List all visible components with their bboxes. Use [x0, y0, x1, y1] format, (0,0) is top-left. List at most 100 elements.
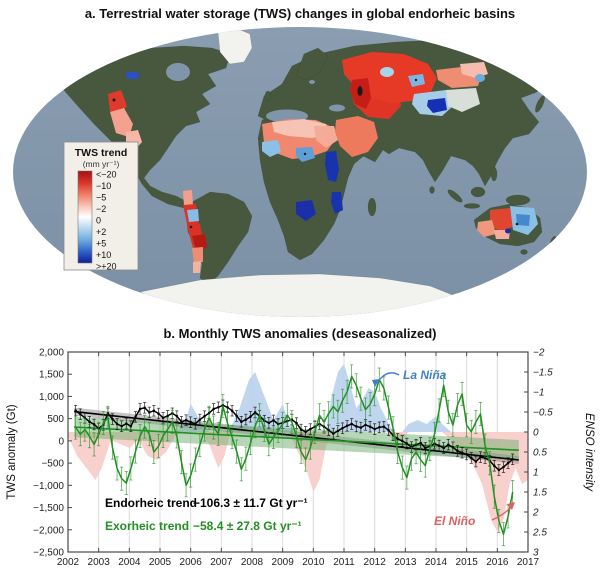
x-tick-label: 2009: [272, 557, 295, 568]
legend-box: [63, 141, 139, 271]
y-left-tick-label: −500: [41, 459, 64, 470]
x-tick-label: 2014: [425, 557, 448, 568]
legend-label: −2: [96, 204, 106, 214]
basin-australia-salmon: [477, 220, 496, 237]
y-right-tick-label: 2.5: [532, 528, 547, 539]
black-sea: [329, 104, 345, 112]
x-tick-label: 2017: [517, 557, 540, 568]
land-philippines: [490, 166, 498, 182]
basin-tibet-darkblue: [427, 98, 447, 113]
legend-colorbar: [77, 170, 93, 264]
panel-a-title: a. Terrestrial water storage (TWS) chang…: [84, 6, 516, 21]
land-tasmania: [520, 249, 528, 255]
x-tick-label: 2007: [210, 557, 233, 568]
land-java: [463, 203, 481, 209]
y-right-tick-label: 1.5: [533, 488, 547, 499]
y-right-axis-title: ENSO intensity: [583, 413, 595, 492]
y-left-tick-label: −1,000: [33, 481, 64, 492]
exorheic-trend-value: −58.4 ± 27.8 Gt yr⁻¹: [193, 519, 302, 533]
endorheic-trend-label: Endorheic trend: [105, 496, 197, 510]
lake-dots: [112, 78, 519, 229]
land-new-guinea: [505, 194, 531, 206]
x-tick-label: 2011: [333, 557, 355, 568]
panel-b-title: b. Monthly TWS anomalies (deseasonalized…: [163, 326, 437, 341]
basin-great-basin-pink: [110, 108, 133, 137]
y-left-tick-label: 500: [47, 414, 64, 425]
x-tick-label: 2005: [149, 557, 172, 568]
y-right-tick-label: 2: [532, 508, 539, 519]
y-right-tick-label: −1.5: [533, 368, 553, 379]
basin-egypt-pink: [314, 126, 338, 148]
x-tick-label: 2008: [241, 557, 264, 568]
great-salt-lake-dot: [112, 98, 116, 102]
mediterranean-sea: [266, 109, 308, 123]
basin-sahel-lightblue: [262, 140, 281, 157]
basin-andes-salmon: [192, 247, 203, 263]
y-left-tick-label: −2,000: [33, 525, 64, 536]
y-right-tick-label: 3: [533, 548, 539, 559]
legend-label: <−20: [96, 170, 117, 180]
y-right-tick-label: −0.5: [533, 408, 553, 419]
land-sri-lanka: [429, 186, 435, 194]
series-line-exorheic: [75, 375, 514, 535]
basin-west-china-pale: [446, 88, 480, 112]
x-tick-label: 2013: [394, 557, 417, 568]
land-scandinavia: [295, 47, 329, 81]
basin-andes-pink-tail: [193, 261, 201, 273]
legend-label: −5: [96, 193, 106, 203]
legend-title: TWS trend: [75, 147, 128, 159]
land-sumatra: [447, 189, 463, 203]
legend-label: +10: [96, 250, 111, 260]
land-britain: [264, 90, 272, 102]
balkhash-dot: [414, 78, 418, 82]
tws-anomaly-chart: 2002 2003 2004 2005 2006 2007 2008 2009 2010 2011…: [6, 348, 595, 569]
y-right-tick-label: 0: [533, 428, 539, 439]
land-japan: [535, 95, 545, 113]
x-tick-label: 2015: [456, 557, 479, 568]
legend-labels: <−20 −10 −5 −2 0 +2 +5 +10 >+20: [96, 170, 117, 272]
y-left-axis-title: TWS anomaly (Gt): [6, 404, 18, 499]
land-borneo: [470, 186, 486, 198]
land-madagascar: [367, 197, 377, 217]
x-tick-label: 2010: [302, 557, 325, 568]
hudson-bay: [166, 63, 190, 81]
basin-andes-lightblue: [187, 209, 199, 222]
y-left-tick-label: −1,500: [33, 503, 64, 514]
basin-rift-south-darkblue: [331, 192, 343, 214]
y-left-tick-label: 1,000: [39, 392, 64, 403]
la-nina-label: La Niña: [403, 368, 447, 382]
basin-arabia-salmon: [335, 116, 378, 157]
map-legend: TWS trend (mm yr⁻¹) <−20 −10 −5 −2 0 +2 …: [63, 141, 139, 272]
y-left-tick-label: 2,000: [39, 348, 64, 359]
lake-chad-dot: [303, 152, 307, 156]
basin-australia-medblue: [516, 214, 530, 226]
lake-eyre-dot: [515, 222, 519, 226]
land-new-zealand-south: [554, 250, 562, 260]
basin-australia-darkblue-dot: [505, 228, 511, 234]
y-left-tick-label: 1,500: [39, 370, 64, 381]
basin-okavango-darkblue: [296, 200, 316, 221]
basin-ne-china-blue: [475, 74, 485, 82]
y-right-tick-label: −2: [533, 348, 545, 359]
endorheic-trend-value: −106.3 ± 11.7 Gt yr⁻¹: [193, 496, 308, 510]
basin-canada-blue: [126, 72, 139, 79]
basin-rift-darkblue: [325, 151, 339, 182]
x-tick-label: 2016: [486, 557, 509, 568]
basin-andes-pink-north: [183, 190, 193, 206]
x-tick-label: 2006: [180, 557, 203, 568]
x-tick-label: 2012: [364, 557, 387, 568]
x-tick-label: 2004: [118, 557, 141, 568]
basin-andes-darkred: [192, 234, 207, 250]
legend-label: +2: [96, 227, 106, 237]
y-right-tick-label: 1: [533, 468, 539, 479]
y-right-tick-label: 0.5: [533, 448, 547, 459]
endorheic-basins: [108, 52, 538, 273]
el-nino-label: El Niño: [434, 514, 475, 528]
legend-label: +5: [96, 239, 106, 249]
legend-subtitle: (mm yr⁻¹): [83, 159, 120, 169]
la-nina-arrowhead: [372, 379, 380, 387]
legend-label: >+20: [96, 262, 117, 272]
x-tick-label: 2003: [88, 557, 111, 568]
el-nino-arrowhead: [507, 502, 515, 510]
